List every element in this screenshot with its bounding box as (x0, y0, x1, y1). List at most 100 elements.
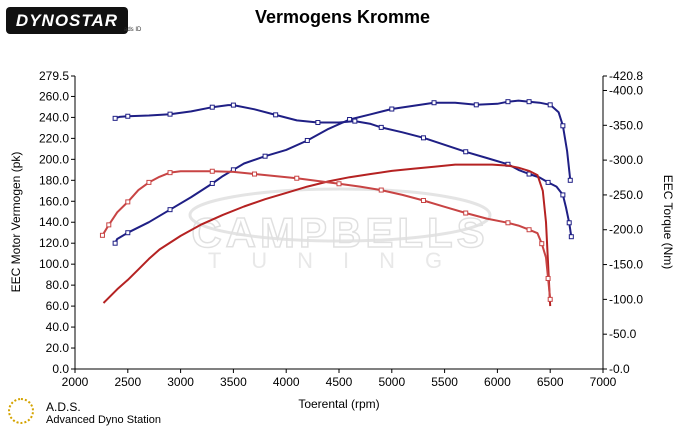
blue_torque-marker (568, 234, 574, 240)
blue_torque-marker (378, 124, 384, 130)
blue_torque-marker (230, 102, 236, 108)
x-tick-label: 4500 (326, 375, 353, 389)
axes: 2000 2500 3000 3500 4000 4500 5000 5500 6000 6500… (39, 69, 643, 389)
blue_power-line (114, 99, 572, 244)
watermark-car-outline (188, 187, 492, 243)
blue_torque-marker (315, 120, 321, 126)
blue_power-marker (567, 177, 573, 183)
blue_torque-marker (560, 192, 566, 198)
blue_torque-marker (526, 171, 532, 177)
blue_power-marker (560, 123, 566, 129)
y-tick-label: 40.0 (46, 320, 70, 334)
blue_power-marker (547, 102, 553, 108)
red_torque-marker (545, 275, 551, 281)
blue_torque-marker (167, 111, 173, 117)
x-tick-label: 5000 (378, 375, 405, 389)
blue_power-marker (262, 153, 268, 159)
logo-subtext: ads ID (124, 27, 142, 33)
ads-brand: A.D.S. (46, 400, 81, 414)
red_torque-marker (146, 179, 152, 185)
blue_torque-marker (112, 115, 118, 121)
red_torque-marker (125, 199, 131, 205)
y2-tick-label: -50.0 (609, 327, 637, 341)
y2-tick-label: -250.0 (609, 188, 643, 202)
x-tick-label: 3000 (167, 375, 194, 389)
x-tick-label: 2500 (114, 375, 141, 389)
y2-tick-label: -100.0 (609, 292, 643, 306)
red_power-line (102, 163, 552, 307)
red_torque-marker (547, 296, 553, 302)
blue_torque-marker (463, 149, 469, 155)
red_torque-marker (378, 187, 384, 193)
red_torque-marker (252, 171, 258, 177)
red_torque-marker (505, 220, 511, 226)
blue_power-marker (473, 102, 479, 108)
blue_torque-marker (566, 220, 572, 226)
red_torque-marker (209, 168, 215, 174)
y-tick-label: 240.0 (39, 110, 69, 124)
x-tick-label: 4000 (273, 375, 300, 389)
blue_torque-marker (545, 179, 551, 185)
y2-tick-label: -200.0 (609, 223, 643, 237)
y-tick-label: 180.0 (39, 173, 69, 187)
x-tick-label: 7000 (590, 375, 617, 389)
blue_power-marker (209, 180, 215, 186)
blue_power-marker (431, 100, 437, 106)
watermark-line1: CAMPBELLS (191, 209, 488, 256)
blue_power-marker (526, 99, 532, 105)
y-tick-label: 60.0 (46, 299, 70, 313)
x-tick-label: 5500 (431, 375, 458, 389)
y2-tick-label: -0.0 (609, 362, 630, 376)
x-axis-label: Toerental (rpm) (298, 397, 379, 411)
blue_torque-marker (209, 104, 215, 110)
blue_torque-marker (273, 112, 279, 118)
red_torque-marker (294, 175, 300, 181)
red_torque-marker (526, 227, 532, 233)
x-tick-label: 2000 (62, 375, 89, 389)
y-tick-label: 80.0 (46, 278, 70, 292)
campbells-tuning-watermark: CAMPBELLS TUNING (188, 187, 492, 273)
red_torque-marker (539, 241, 545, 247)
y2-axis-label: EEC Torque (Nm) (661, 175, 675, 269)
x-tick-label: 3500 (220, 375, 247, 389)
y-tick-label: 200.0 (39, 152, 69, 166)
y2-tick-label: -150.0 (609, 258, 643, 272)
red_torque-marker (420, 197, 426, 203)
blue_power-marker (505, 99, 511, 105)
dynostar-logo: DYNOSTAR (6, 7, 128, 34)
blue_power-marker (112, 240, 118, 246)
chart-title: Vermogens Kromme (254, 7, 431, 27)
red_torque-marker (99, 232, 105, 238)
red_torque-marker (106, 222, 112, 228)
y2-tick-label: -350.0 (609, 118, 643, 132)
x-tick-label: 6500 (537, 375, 564, 389)
y2-tick-label: -420.8 (609, 69, 643, 83)
ads-logo-icon (8, 398, 34, 424)
blue_torque-marker (352, 118, 358, 124)
y-tick-label: 140.0 (39, 215, 69, 229)
y2-tick-label: -400.0 (609, 83, 643, 97)
x-tick-label: 6000 (484, 375, 511, 389)
y-tick-label: 20.0 (46, 341, 70, 355)
y-tick-label: 100.0 (39, 257, 69, 271)
y-axis-label: EEC Motor Vermogen (pk) (9, 152, 23, 293)
y-tick-label: 220.0 (39, 131, 69, 145)
blue_power-marker (304, 137, 310, 143)
y2-tick-label: -300.0 (609, 153, 643, 167)
y-tick-label: 160.0 (39, 194, 69, 208)
logo-text: DYNOSTAR (15, 11, 119, 30)
red_torque-marker (167, 170, 173, 176)
watermark-line2: TUNING (208, 248, 472, 273)
blue_power-marker (167, 207, 173, 213)
blue_power-marker (125, 230, 131, 236)
y-tick-label: 0.0 (52, 362, 69, 376)
blue_power-marker (389, 106, 395, 112)
ads-brand-subtitle: Advanced Dyno Station (46, 414, 161, 426)
blue_torque-marker (125, 113, 131, 119)
red_torque-marker (463, 210, 469, 216)
red_torque-marker (336, 181, 342, 187)
y-tick-label: 260.0 (39, 89, 69, 103)
series-group (99, 99, 574, 307)
y-tick-label: 120.0 (39, 236, 69, 250)
